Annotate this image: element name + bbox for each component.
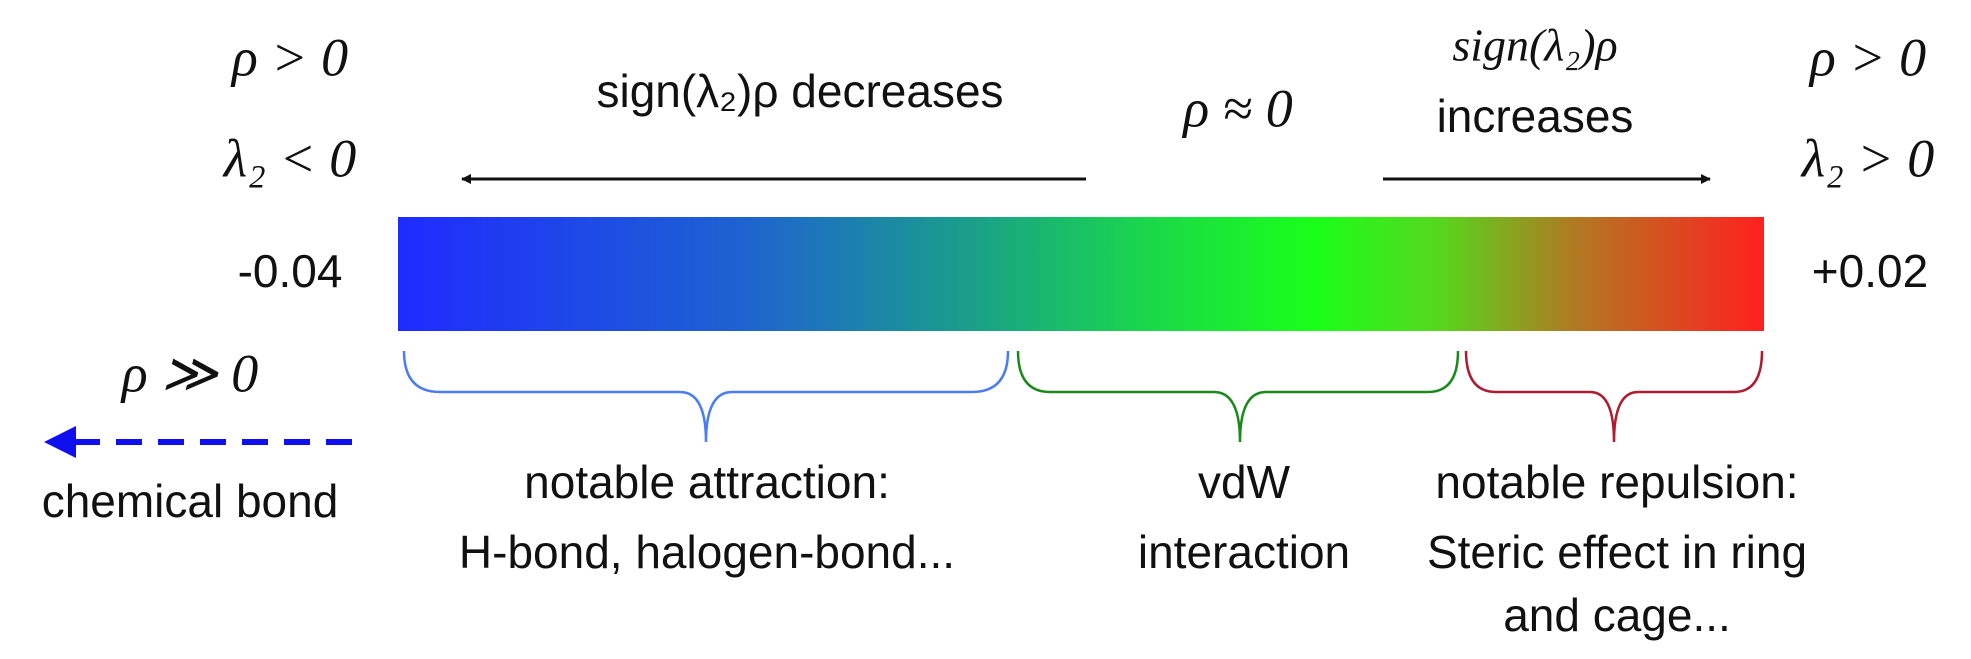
- repulsion-brace: [1464, 350, 1764, 443]
- right-lambda: λ₂ > 0: [1800, 128, 1935, 188]
- bond-rho: ρ ≫ 0: [120, 343, 258, 403]
- region-label: and cage...: [1503, 589, 1731, 641]
- left-rho: ρ > 0: [230, 27, 348, 87]
- region-label: notable repulsion:: [1435, 456, 1798, 508]
- right-value: +0.02: [1812, 245, 1928, 297]
- increase-label: increases: [1437, 90, 1634, 142]
- center-label: ρ ≈ 0: [1181, 78, 1293, 138]
- increase-label: sign(λ₂)ρ: [1452, 20, 1617, 71]
- bond-arrow-head: [44, 426, 76, 458]
- bond-label: chemical bond: [42, 475, 339, 527]
- region-label: notable attraction:: [524, 456, 890, 508]
- color-bar: [398, 217, 1764, 331]
- right-rho: ρ > 0: [1808, 27, 1926, 87]
- region-label: vdW: [1198, 456, 1291, 508]
- region-label: Steric effect in ring: [1427, 526, 1807, 578]
- region-label: interaction: [1138, 526, 1350, 578]
- decrease-label: sign(λ₂)ρ decreases: [596, 65, 1003, 117]
- region-label: H-bond, halogen-bond...: [459, 526, 955, 578]
- vdw-brace: [1016, 350, 1460, 443]
- left-lambda: λ₂ < 0: [222, 128, 357, 188]
- left-value: -0.04: [238, 245, 343, 297]
- attraction-brace: [402, 350, 1010, 443]
